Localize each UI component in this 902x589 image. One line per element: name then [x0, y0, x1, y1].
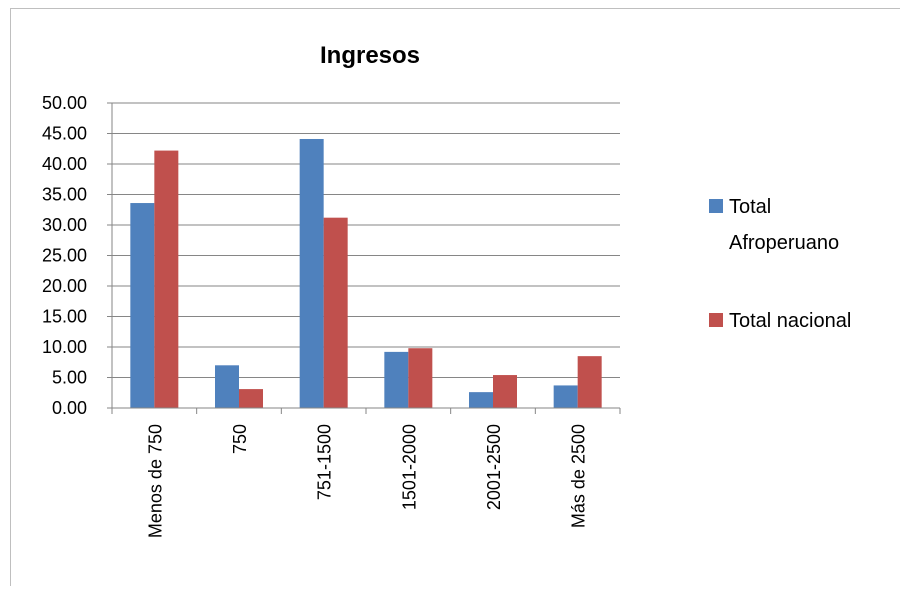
- gridlines: [112, 103, 620, 378]
- bar-afroperuano: [554, 385, 578, 408]
- bars-group: [130, 139, 601, 408]
- y-tick-label: 50.00: [42, 93, 87, 113]
- bar-nacional: [408, 348, 432, 408]
- x-tick-label: 750: [230, 424, 250, 454]
- bar-afroperuano: [469, 392, 493, 408]
- legend: Total Afroperuano Total nacional: [709, 196, 851, 332]
- x-tick-label: Más de 2500: [569, 424, 589, 528]
- bar-afroperuano: [130, 203, 154, 408]
- bar-nacional: [324, 218, 348, 408]
- y-tick-label: 35.00: [42, 185, 87, 205]
- y-tick-label: 0.00: [52, 398, 87, 418]
- bar-nacional: [239, 389, 263, 408]
- bar-nacional: [578, 356, 602, 408]
- x-tick-label: 1501-2000: [399, 424, 419, 510]
- bar-afroperuano: [384, 352, 408, 408]
- y-tick-label: 25.00: [42, 246, 87, 266]
- y-tick-label: 10.00: [42, 337, 87, 357]
- x-axis-ticks: Menos de 750 750 751-1500 1501-2000 2001-250…: [112, 408, 620, 538]
- bar-nacional: [154, 151, 178, 408]
- x-tick-label: Menos de 750: [145, 424, 165, 538]
- chart-title: Ingresos: [320, 42, 420, 69]
- legend-label-afroperuano-line1: Total: [729, 196, 771, 218]
- legend-swatch-nacional: [709, 313, 723, 327]
- legend-label-afroperuano-line2: Afroperuano: [729, 232, 839, 254]
- y-tick-label: 30.00: [42, 215, 87, 235]
- y-tick-label: 15.00: [42, 307, 87, 327]
- bar-afroperuano: [300, 139, 324, 408]
- y-axis-ticks: 0.00 5.00 10.00 15.00 20.00 25.00 30.00 35.00 40…: [42, 93, 112, 418]
- x-tick-label: 751-1500: [315, 424, 335, 500]
- bar-nacional: [493, 375, 517, 408]
- y-tick-label: 40.00: [42, 154, 87, 174]
- legend-swatch-afroperuano: [709, 199, 723, 213]
- y-tick-label: 5.00: [52, 368, 87, 388]
- y-tick-label: 20.00: [42, 276, 87, 296]
- legend-label-nacional: Total nacional: [729, 310, 851, 332]
- y-tick-label: 45.00: [42, 124, 87, 144]
- x-tick-label: 2001-2500: [484, 424, 504, 510]
- bar-afroperuano: [215, 365, 239, 408]
